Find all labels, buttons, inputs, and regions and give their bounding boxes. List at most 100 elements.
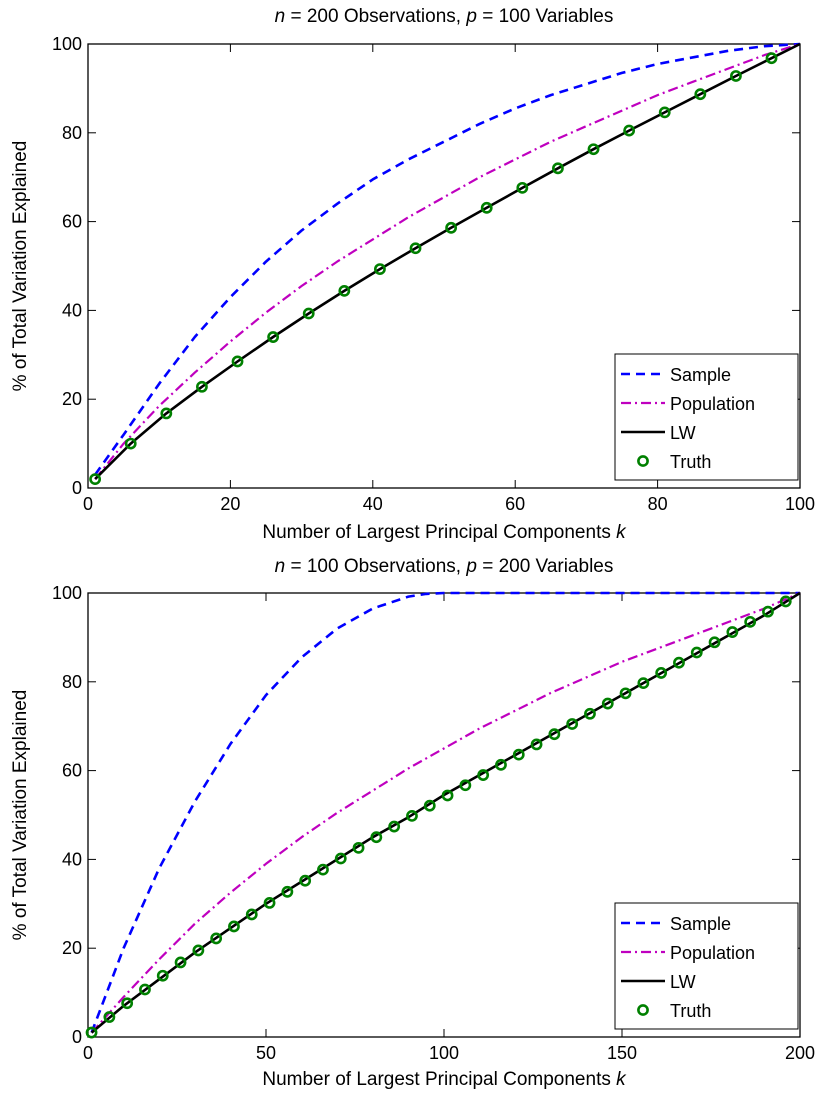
x-tick-label: 100 bbox=[429, 1043, 459, 1063]
series-truth-point bbox=[374, 263, 386, 276]
series-truth-point bbox=[406, 809, 418, 822]
series-truth-point bbox=[530, 738, 543, 751]
series-truth-point bbox=[601, 697, 614, 710]
chart-title: n = 200 Observations, p = 100 Variables bbox=[275, 6, 614, 27]
series-truth-point bbox=[245, 908, 258, 921]
chart-title-part: = 100 Observations, bbox=[285, 556, 466, 577]
series-truth-point bbox=[121, 997, 134, 1010]
y-axis-label: % of Total Variation Explained bbox=[10, 690, 31, 941]
legend-label-population: Population bbox=[670, 943, 755, 963]
series-truth-point bbox=[619, 687, 632, 700]
series-truth-point bbox=[370, 831, 383, 844]
series-truth-point bbox=[267, 331, 280, 343]
series-truth-point bbox=[552, 162, 564, 175]
series-truth-point bbox=[584, 707, 596, 720]
chart-title-part: p bbox=[465, 6, 477, 27]
legend-label-truth: Truth bbox=[670, 452, 711, 472]
y-tick-label: 60 bbox=[62, 212, 82, 232]
series-truth-point bbox=[334, 852, 347, 865]
y-axis-label: % of Total Variation Explained bbox=[10, 141, 31, 392]
legend-label-sample: Sample bbox=[670, 365, 731, 385]
series-truth-point bbox=[160, 407, 173, 420]
series-truth-point bbox=[623, 124, 636, 137]
series-truth-point bbox=[317, 863, 329, 876]
series-truth-point bbox=[441, 789, 454, 802]
x-tick-label: 80 bbox=[648, 494, 668, 514]
series-truth-point bbox=[192, 944, 205, 957]
series-truth-point bbox=[445, 221, 458, 234]
series-truth-point bbox=[548, 728, 561, 741]
series-truth-point bbox=[156, 969, 169, 982]
series-truth-point bbox=[694, 88, 707, 101]
legend-marker-truth bbox=[637, 455, 649, 467]
series-truth-point bbox=[89, 473, 102, 486]
series-population-line bbox=[94, 42, 801, 480]
x-tick-label: 20 bbox=[220, 494, 240, 514]
chart-title-part: = 100 Variables bbox=[477, 6, 613, 27]
legend-label-lw: LW bbox=[670, 423, 696, 443]
x-axis-label-var: k bbox=[616, 522, 627, 543]
y-tick-label: 0 bbox=[72, 478, 82, 498]
x-tick-label: 200 bbox=[785, 1043, 815, 1063]
x-tick-label: 150 bbox=[607, 1043, 637, 1063]
series-truth-point bbox=[730, 70, 742, 82]
x-tick-label: 0 bbox=[83, 494, 93, 514]
series-truth-point bbox=[477, 769, 490, 781]
legend-label-sample: Sample bbox=[670, 914, 731, 934]
series-truth-point bbox=[85, 1026, 98, 1039]
legend-box bbox=[614, 902, 799, 1030]
series-truth-point bbox=[673, 656, 685, 669]
series-truth-point bbox=[263, 897, 276, 909]
legend: Sample Population LW Truth bbox=[614, 353, 799, 481]
series-truth-point bbox=[690, 646, 703, 659]
series-truth-point bbox=[231, 355, 244, 368]
x-axis-label-text: Number of Largest Principal Components bbox=[262, 522, 616, 543]
legend-marker-truth bbox=[637, 1004, 649, 1016]
legend-label-truth: Truth bbox=[670, 1001, 711, 1021]
series-truth-point bbox=[587, 143, 600, 156]
series-truth-point bbox=[103, 1011, 116, 1023]
legend: Sample Population LW Truth bbox=[614, 902, 799, 1030]
series-truth-point bbox=[302, 307, 315, 320]
series-truth-point bbox=[139, 983, 151, 996]
series-truth-point bbox=[708, 636, 721, 649]
y-tick-label: 40 bbox=[62, 849, 82, 869]
series-truth-point bbox=[338, 284, 351, 297]
series-truth-point bbox=[210, 932, 223, 945]
legend-label-population: Population bbox=[670, 394, 755, 414]
x-axis-label-text: Number of Largest Principal Components bbox=[262, 1069, 616, 1090]
chart-title-part: = 200 Variables bbox=[477, 556, 613, 577]
series-truth-point bbox=[726, 626, 739, 638]
plot-frame bbox=[87, 43, 801, 489]
series-truth-point bbox=[388, 820, 401, 833]
series-truth-point bbox=[281, 885, 294, 898]
x-axis-label: Number of Largest Principal Components k bbox=[262, 1069, 627, 1090]
series-truth-point bbox=[655, 667, 668, 679]
y-tick-label: 0 bbox=[72, 1027, 82, 1047]
legend-box bbox=[614, 353, 799, 481]
y-tick-label: 60 bbox=[62, 761, 82, 781]
series-lw-line bbox=[94, 42, 801, 481]
series-truth-point bbox=[423, 799, 436, 812]
series-truth-point bbox=[352, 841, 365, 854]
series-truth-point bbox=[637, 677, 650, 690]
y-tick-label: 80 bbox=[62, 672, 82, 692]
chart-1: n = 200 Observations, p = 100 Variables 0… bbox=[10, 6, 815, 543]
y-tick-label: 100 bbox=[52, 583, 82, 603]
x-tick-label: 100 bbox=[785, 494, 815, 514]
x-tick-label: 40 bbox=[363, 494, 383, 514]
series-truth-point bbox=[495, 758, 507, 771]
series-truth-point bbox=[512, 748, 525, 761]
series-truth-point bbox=[174, 956, 187, 969]
chart-title-part: p bbox=[465, 556, 477, 577]
y-tick-label: 20 bbox=[62, 938, 82, 958]
y-tick-label: 100 bbox=[52, 34, 82, 54]
series-truth-point bbox=[228, 920, 240, 933]
series-sample-line bbox=[90, 591, 800, 1034]
series-truth-point bbox=[762, 605, 774, 618]
legend-label-lw: LW bbox=[670, 972, 696, 992]
y-tick-label: 20 bbox=[62, 389, 82, 409]
x-tick-label: 0 bbox=[83, 1043, 93, 1063]
x-tick-label: 50 bbox=[256, 1043, 276, 1063]
